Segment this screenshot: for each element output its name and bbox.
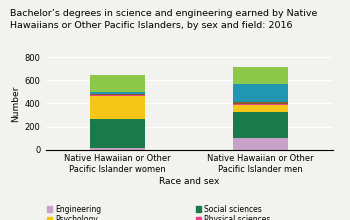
Bar [233,104,288,105]
Bar [90,96,145,119]
Bar [90,119,145,148]
Bar [90,92,145,94]
Bar [233,102,288,104]
Bar [233,105,288,112]
Bar [233,138,288,150]
Bar [90,94,145,95]
Bar [233,67,288,84]
X-axis label: Race and sex: Race and sex [159,177,219,186]
Legend: Social sciences, Physical sciences, Computer sciences: Social sciences, Physical sciences, Comp… [193,202,280,220]
Bar [90,148,145,150]
Text: Bachelor’s degrees in science and engineering earned by Native
Hawaiians or Othe: Bachelor’s degrees in science and engine… [10,9,318,30]
Bar [90,95,145,96]
Bar [90,75,145,92]
Bar [233,112,288,138]
Y-axis label: Number: Number [12,85,21,122]
Bar [233,84,288,102]
